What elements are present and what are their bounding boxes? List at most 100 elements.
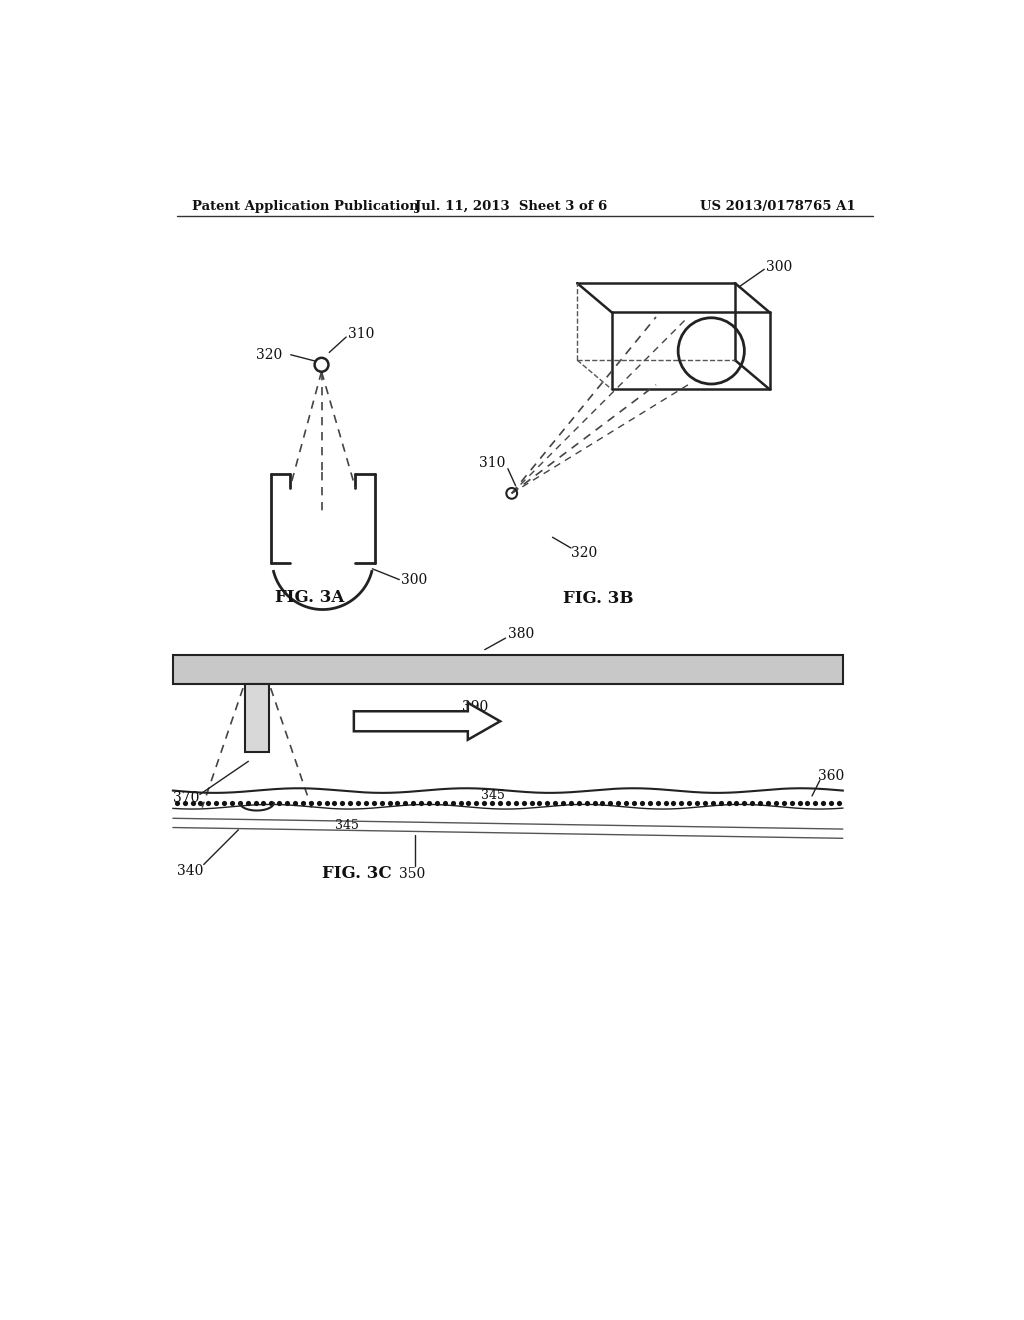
- Point: [696, 792, 713, 813]
- Point: [271, 792, 288, 813]
- Text: 310: 310: [478, 455, 505, 470]
- Point: [381, 792, 397, 813]
- Point: [705, 792, 721, 813]
- Point: [224, 792, 241, 813]
- Point: [681, 792, 697, 813]
- Point: [610, 792, 627, 813]
- Point: [587, 792, 603, 813]
- Point: [539, 792, 555, 813]
- Point: [366, 792, 382, 813]
- Point: [531, 792, 548, 813]
- Text: 390: 390: [462, 701, 487, 714]
- Point: [736, 792, 753, 813]
- Point: [310, 792, 327, 813]
- Point: [184, 792, 201, 813]
- Point: [579, 792, 595, 813]
- Point: [318, 792, 335, 813]
- Point: [602, 792, 618, 813]
- Text: 320: 320: [571, 546, 597, 561]
- Point: [406, 792, 422, 813]
- Point: [800, 792, 816, 813]
- Text: 345: 345: [481, 788, 505, 801]
- Point: [547, 792, 563, 813]
- Point: [792, 792, 808, 813]
- Point: [728, 792, 744, 813]
- Point: [570, 792, 587, 813]
- Point: [752, 792, 768, 813]
- Text: 300: 300: [400, 573, 427, 586]
- Point: [248, 792, 264, 813]
- Point: [453, 792, 469, 813]
- Text: 320: 320: [256, 347, 283, 362]
- Text: 300: 300: [766, 260, 792, 275]
- Point: [436, 792, 453, 813]
- Point: [689, 792, 706, 813]
- Point: [342, 792, 358, 813]
- Point: [626, 792, 642, 813]
- Point: [200, 792, 216, 813]
- Point: [807, 792, 823, 813]
- Point: [413, 792, 429, 813]
- Point: [216, 792, 232, 813]
- Point: [350, 792, 367, 813]
- Point: [295, 792, 311, 813]
- Text: 345: 345: [335, 820, 358, 833]
- Point: [429, 792, 445, 813]
- Point: [374, 792, 390, 813]
- Text: US 2013/0178765 A1: US 2013/0178765 A1: [700, 199, 856, 213]
- Point: [783, 792, 800, 813]
- Point: [760, 792, 776, 813]
- Point: [231, 792, 248, 813]
- Point: [830, 792, 847, 813]
- Point: [389, 792, 406, 813]
- Point: [563, 792, 580, 813]
- Text: 370: 370: [173, 791, 200, 805]
- Text: 360: 360: [818, 770, 845, 783]
- Point: [666, 792, 682, 813]
- Point: [492, 792, 508, 813]
- Text: FIG. 3B: FIG. 3B: [563, 590, 634, 607]
- Point: [642, 792, 658, 813]
- Text: Jul. 11, 2013  Sheet 3 of 6: Jul. 11, 2013 Sheet 3 of 6: [416, 199, 607, 213]
- Point: [744, 792, 761, 813]
- Point: [617, 792, 634, 813]
- Point: [468, 792, 484, 813]
- Point: [397, 792, 414, 813]
- Text: Patent Application Publication: Patent Application Publication: [193, 199, 419, 213]
- Point: [240, 792, 256, 813]
- Point: [193, 792, 209, 813]
- Point: [775, 792, 792, 813]
- Text: FIG. 3A: FIG. 3A: [275, 589, 345, 606]
- Point: [768, 792, 784, 813]
- Point: [508, 792, 524, 813]
- Point: [673, 792, 689, 813]
- Point: [500, 792, 516, 813]
- Point: [713, 792, 729, 813]
- Point: [279, 792, 295, 813]
- Text: 380: 380: [508, 627, 535, 642]
- Point: [657, 792, 674, 813]
- Point: [421, 792, 437, 813]
- Point: [176, 792, 193, 813]
- Point: [823, 792, 840, 813]
- Point: [594, 792, 610, 813]
- Point: [649, 792, 666, 813]
- Point: [302, 792, 318, 813]
- Point: [634, 792, 650, 813]
- Point: [721, 792, 737, 813]
- Point: [444, 792, 461, 813]
- Point: [357, 792, 374, 813]
- Point: [484, 792, 501, 813]
- Point: [523, 792, 540, 813]
- Bar: [173, 655, 843, 684]
- Point: [476, 792, 493, 813]
- Point: [263, 792, 280, 813]
- Bar: [245, 684, 269, 752]
- Point: [208, 792, 224, 813]
- Text: FIG. 3C: FIG. 3C: [322, 865, 391, 882]
- Point: [327, 792, 343, 813]
- Point: [515, 792, 531, 813]
- Text: 350: 350: [398, 867, 425, 880]
- FancyArrow shape: [354, 702, 500, 739]
- Point: [555, 792, 571, 813]
